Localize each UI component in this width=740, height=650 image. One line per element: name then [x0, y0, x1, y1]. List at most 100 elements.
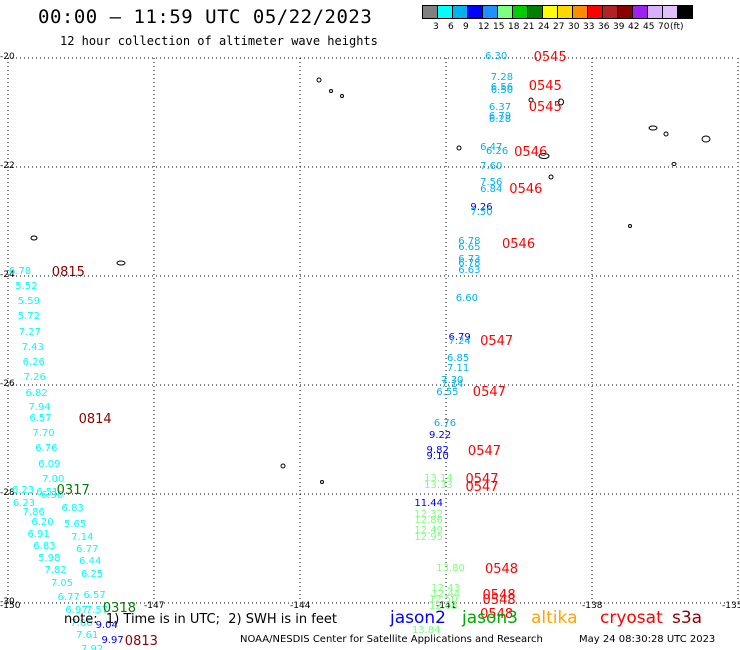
wave-height-value: 7.00 — [42, 473, 65, 485]
wave-height-value: 12.32 — [414, 508, 444, 520]
wave-height-value: 6.82 — [25, 387, 48, 399]
island-outline — [538, 153, 550, 159]
wave-height-value: 9.97 — [101, 635, 124, 647]
wave-height-value: 6.55 — [436, 387, 459, 399]
wave-height-value: 6.91 — [27, 529, 50, 541]
color-scale-label: 27 — [553, 22, 565, 32]
longitude-label: -135 — [722, 601, 740, 611]
wave-height-value: 7.50 — [470, 206, 493, 218]
color-scale-label: 12 — [478, 22, 490, 32]
satellite-legend-s3a: s3a — [672, 608, 703, 628]
wave-height-value: 6.47 — [480, 141, 503, 153]
pass-time-label: 0548 — [484, 562, 519, 578]
color-scale-label: 9 — [463, 22, 469, 32]
color-scale-label: 18 — [508, 22, 520, 32]
wave-height-value: 7.30 — [441, 374, 464, 386]
pass-time-label: 0546 — [514, 144, 548, 160]
island-outline — [340, 94, 344, 98]
color-scale-label: (ft) — [670, 22, 684, 32]
wave-height-value: 7.05 — [50, 578, 74, 590]
satellite-legend-jason2: jason2 — [390, 608, 446, 628]
satellite-legend-cryosat: cryosat — [600, 608, 663, 628]
wave-height-value: 6.78 — [8, 265, 32, 277]
wave-height-value: 6.28 — [488, 113, 512, 125]
wave-height-value: 6.84 — [480, 183, 503, 195]
wave-height-value: 6.57 — [83, 590, 106, 602]
island-outline — [548, 174, 554, 180]
page-subtitle: 12 hour collection of altimeter wave hei… — [60, 34, 378, 48]
wave-height-value: 9.04 — [95, 619, 118, 631]
wave-height-value: 6.25 — [81, 568, 104, 580]
wave-height-value: 7.11 — [447, 362, 470, 374]
wave-height-value: 6.37 — [488, 102, 512, 114]
wave-height-value: 7.60 — [480, 161, 503, 172]
wave-height-value: 11.44 — [414, 497, 444, 509]
color-scale-label: 39 — [613, 22, 625, 32]
wave-height-value: 7.27 — [18, 326, 41, 338]
pass-time-label: 0547 — [465, 480, 499, 496]
longitude-label: -141 — [436, 601, 457, 611]
wave-height-value: 5.52 — [15, 280, 38, 292]
wave-height-value: 6.30 — [484, 50, 508, 62]
wave-height-value: 12.44 — [431, 588, 461, 600]
color-scale-label: 70 — [658, 22, 670, 32]
longitude-label: -144 — [290, 601, 311, 611]
island-outline — [30, 235, 38, 241]
island-outline — [671, 162, 677, 166]
pass-time-label: 0547 — [467, 444, 502, 460]
pass-time-label: 0317 — [56, 482, 90, 498]
lat-lon-grid — [7, 57, 739, 604]
satellite-legend-altika: altika — [531, 608, 578, 628]
latitude-label: -30 — [0, 597, 15, 607]
wave-height-value: 7.28 — [490, 72, 514, 84]
wave-height-value: 6.83 — [33, 541, 56, 553]
color-scale-label: 15 — [493, 22, 505, 32]
wave-height-value: 9.22 — [428, 429, 452, 441]
latitude-label: -28 — [0, 488, 15, 498]
longitude-label: -138 — [582, 601, 603, 611]
wave-height-value: 5.98 — [38, 553, 61, 565]
wave-height-value: 7.70 — [32, 428, 55, 440]
wave-height-value: 12.86 — [414, 515, 444, 527]
pass-time-label: 0548 — [482, 593, 516, 609]
color-scale-label: 21 — [523, 22, 535, 32]
wave-height-value: 6.44 — [79, 555, 102, 567]
wave-height-value: 13.84 — [411, 625, 441, 637]
wave-height-value: 6.51 — [36, 486, 59, 498]
wave-height-value: 5.59 — [17, 296, 40, 308]
pass-time-label: 0547 — [472, 384, 506, 400]
timestamp-text: May 24 08:30:28 UTC 2023 — [579, 634, 716, 645]
wave-height-value: 6.36 — [41, 490, 64, 502]
island-outline — [316, 77, 322, 83]
wave-height-value: 6.09 — [38, 458, 61, 470]
wave-height-color-scale — [422, 5, 693, 19]
wave-height-value: 7.92 — [81, 643, 104, 650]
wave-height-value: 9.82 — [426, 445, 449, 457]
satellite-legend-jason3: jason3 — [462, 608, 518, 628]
pass-time-label: 0548 — [480, 606, 514, 622]
wave-height-value: 7.56 — [480, 177, 503, 189]
island-outline — [558, 98, 564, 106]
wave-height-value: 7.26 — [23, 372, 46, 384]
longitude-label: -150 — [0, 601, 21, 611]
page-title: 00:00 – 11:59 UTC 05/22/2023 — [38, 6, 373, 28]
color-scale-label: 45 — [643, 22, 655, 32]
wave-height-value: 6.73 — [458, 253, 481, 265]
wave-height-value: 12.08 — [428, 600, 458, 612]
wave-height-value: 6.63 — [458, 264, 481, 276]
credit-text: NOAA/NESDIS Center for Satellite Applica… — [240, 634, 543, 645]
wave-height-value: 6.26 — [22, 357, 45, 369]
wave-height-value: 6.97 — [65, 604, 88, 616]
color-scale-label: 36 — [598, 22, 610, 32]
wave-height-value: 7.24 — [448, 336, 471, 348]
wave-height-value: 7.06 — [70, 617, 93, 629]
wave-height-value: 9.26 — [470, 202, 493, 214]
pass-time-label: 0546 — [509, 181, 543, 197]
wave-height-value: 6.56 — [490, 81, 514, 93]
color-scale-label: 33 — [583, 22, 595, 32]
wave-height-value: 6.65 — [458, 241, 481, 253]
wave-height-value: 7.86 — [22, 506, 45, 518]
island-outline — [663, 131, 669, 137]
wave-height-value: 7.82 — [44, 565, 67, 577]
